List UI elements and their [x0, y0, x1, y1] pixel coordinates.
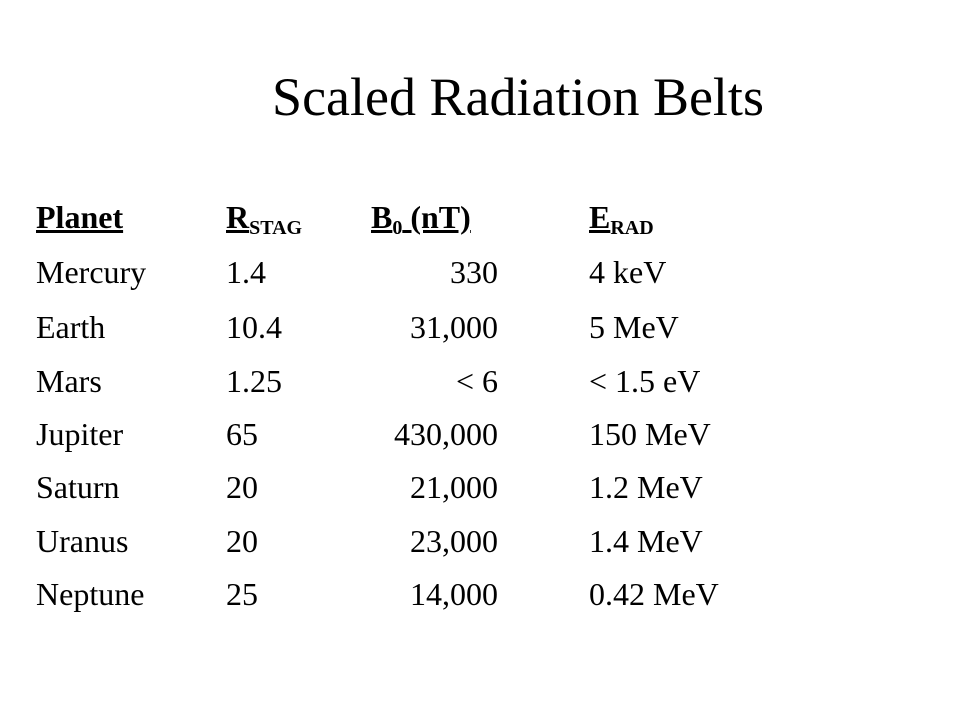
row-saturn-e: 1.2 MeV — [589, 469, 703, 505]
row-saturn-planet: Saturn — [36, 469, 120, 505]
slide-title: Scaled Radiation Belts — [272, 67, 764, 127]
row-earth-r: 10.4 — [226, 309, 282, 345]
row-neptune-b: 14,000 — [410, 576, 498, 612]
row-neptune-e: 0.42 MeV — [589, 576, 719, 612]
row-jupiter-r: 65 — [226, 416, 258, 452]
header-b-main: B — [371, 199, 393, 235]
row-uranus-r: 20 — [226, 523, 258, 559]
row-earth-b: 31,000 — [410, 309, 498, 345]
header-e-main: E — [589, 199, 611, 235]
header-r-stag: RSTAG — [226, 197, 303, 239]
row-saturn-r: 20 — [226, 469, 258, 505]
header-b-unit: (nT) — [402, 199, 471, 235]
row-mercury-b: 330 — [450, 254, 498, 290]
row-mercury-planet: Mercury — [36, 254, 147, 290]
row-mars-r: 1.25 — [226, 363, 282, 399]
row-mercury-r: 1.4 — [226, 254, 266, 290]
row-uranus-e: 1.4 MeV — [589, 523, 703, 559]
row-earth-planet: Earth — [36, 309, 106, 345]
header-b-sub: 0 — [392, 217, 403, 239]
row-uranus-b: 23,000 — [410, 523, 498, 559]
header-e-sub: RAD — [610, 217, 654, 239]
row-jupiter-planet: Jupiter — [36, 416, 124, 452]
row-mars-e: < 1.5 eV — [589, 363, 701, 399]
row-uranus-planet: Uranus — [36, 523, 129, 559]
header-r-sub: STAG — [249, 217, 303, 239]
row-mercury-e: 4 keV — [589, 254, 667, 290]
header-b0: B0 (nT) — [371, 197, 471, 239]
row-jupiter-b: 430,000 — [394, 416, 498, 452]
row-neptune-planet: Neptune — [36, 576, 145, 612]
row-jupiter-e: 150 MeV — [589, 416, 711, 452]
header-e-rad: ERAD — [589, 197, 654, 239]
header-r-main: R — [226, 199, 250, 235]
row-mars-planet: Mars — [36, 363, 102, 399]
row-saturn-b: 21,000 — [410, 469, 498, 505]
row-earth-e: 5 MeV — [589, 309, 679, 345]
header-planet: Planet — [36, 199, 124, 235]
row-neptune-r: 25 — [226, 576, 258, 612]
row-mars-b: < 6 — [455, 363, 498, 399]
